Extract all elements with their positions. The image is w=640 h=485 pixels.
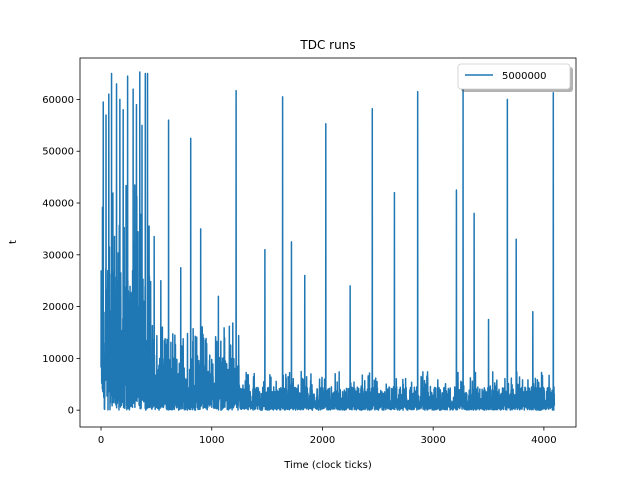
y-tick-label: 10000 <box>42 354 74 365</box>
x-tick-label: 3000 <box>420 435 445 446</box>
y-tick-label: 40000 <box>42 199 74 210</box>
y-tick-label: 0 <box>68 406 74 417</box>
y-axis: 0 10000 20000 30000 40000 50000 60000 <box>42 95 80 417</box>
x-tick-label: 0 <box>98 435 104 446</box>
legend: 5000000 <box>457 63 573 92</box>
series-line-5000000 <box>100 71 556 411</box>
legend-box <box>457 63 571 90</box>
y-tick-label: 50000 <box>42 147 74 158</box>
plot-area <box>100 71 556 411</box>
y-axis-label: t <box>8 240 19 244</box>
x-axis-label: Time (clock ticks) <box>283 460 372 471</box>
series-5000000 <box>100 71 556 411</box>
x-tick-label: 2000 <box>310 435 335 446</box>
x-tick-label: 4000 <box>531 435 556 446</box>
y-tick-label: 20000 <box>42 302 74 313</box>
x-axis: 0 1000 2000 3000 4000 <box>98 427 557 446</box>
y-tick-label: 30000 <box>42 250 74 261</box>
chart-title: TDC runs <box>299 38 355 52</box>
axes-frame <box>79 57 577 428</box>
x-tick-label: 1000 <box>199 435 224 446</box>
y-tick-label: 60000 <box>42 95 74 106</box>
legend-label-5000000: 5000000 <box>502 71 547 82</box>
